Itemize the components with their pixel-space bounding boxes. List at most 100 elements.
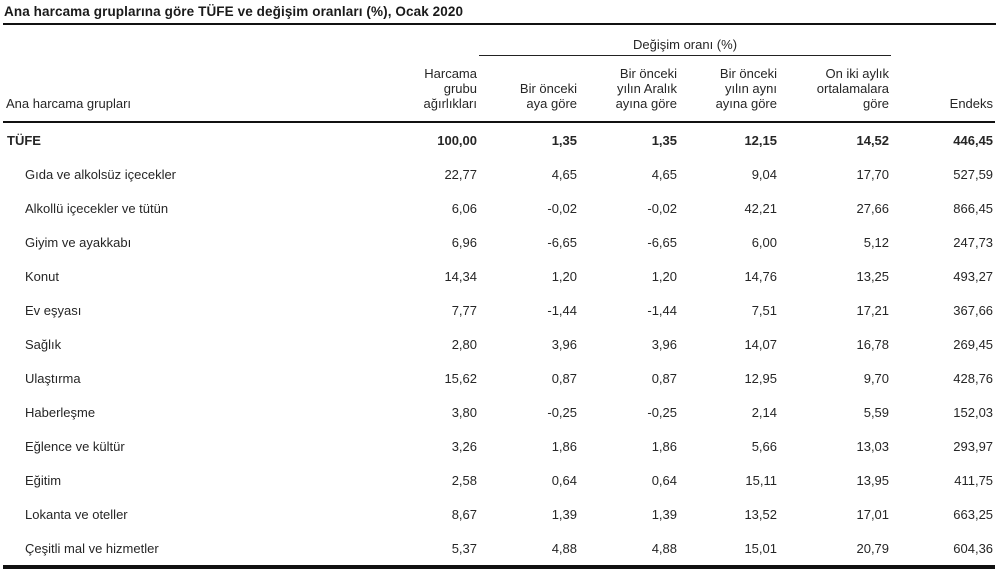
group-header-change-rate: Değişim oranı (%) <box>479 25 892 56</box>
row-label: Sağlık <box>25 336 62 352</box>
prev-december-cell: 4,88 <box>579 531 679 569</box>
twelve-month-avg-cell: 13,95 <box>856 472 890 488</box>
index-cell: 367,66 <box>953 302 994 318</box>
prev-december-cell: 4,65 <box>651 166 677 182</box>
index-cell: 293,97 <box>953 438 994 454</box>
row-label: Eğlence ve kültür <box>25 438 125 454</box>
same-month-cell: 14,76 <box>744 268 777 284</box>
same-month-cell: 12,15 <box>744 132 777 148</box>
prev-december-cell: -1,44 <box>647 302 677 318</box>
prev-december-cell: 0,64 <box>651 472 677 488</box>
row-label: Haberleşme <box>25 404 96 420</box>
index-cell: 247,73 <box>953 234 994 250</box>
table-row-tufe: TÜFE 100,00 1,35 1,35 12,15 14,52 446,45 <box>3 122 995 157</box>
twelve-month-avg-cell: 5,59 <box>863 404 890 420</box>
same-month-cell: 14,07 <box>744 336 777 352</box>
row-label: Gıda ve alkolsüz içecekler <box>25 166 177 182</box>
prev-month-cell: 4,65 <box>551 166 577 182</box>
row-label: Alkollü içecekler ve tütün <box>25 200 169 216</box>
table-row: Çeşitli mal ve hizmetler 5,37 4,88 4,88 … <box>3 531 996 569</box>
table-row: Eğlence ve kültür 3,26 1,86 1,86 5,66 13… <box>3 429 995 463</box>
prev-december-cell: -0,02 <box>647 200 677 216</box>
weight-cell: 15,62 <box>444 370 477 386</box>
row-label: TÜFE <box>7 132 41 148</box>
row-label: Giyim ve ayakkabı <box>25 234 132 250</box>
twelve-month-avg-cell: 16,78 <box>856 336 890 352</box>
prev-december-cell: 1,39 <box>651 506 677 522</box>
prev-december-cell: 3,96 <box>651 336 677 352</box>
weight-cell: 22,77 <box>444 166 477 182</box>
prev-month-cell: -0,25 <box>547 404 577 420</box>
row-label: Eğitim <box>25 472 62 488</box>
twelve-month-avg-cell: 17,01 <box>856 506 890 522</box>
row-label: Çeşitli mal ve hizmetler <box>3 531 391 569</box>
twelve-month-avg-cell: 14,52 <box>856 132 890 148</box>
prev-month-cell: -0,02 <box>547 200 577 216</box>
table-row: Eğitim 2,58 0,64 0,64 15,11 13,95 411,75 <box>3 463 995 497</box>
same-month-cell: 2,14 <box>751 404 777 420</box>
twelve-month-avg-cell: 13,03 <box>856 438 890 454</box>
table-row: Gıda ve alkolsüz içecekler 22,77 4,65 4,… <box>3 157 995 191</box>
table-row: Giyim ve ayakkabı 6,96 -6,65 -6,65 6,00 … <box>3 225 995 259</box>
weight-cell: 100,00 <box>437 132 477 148</box>
table-row: Haberleşme 3,80 -0,25 -0,25 2,14 5,59 15… <box>3 395 995 429</box>
col-header-weights: Harcama grubu ağırlıkları <box>391 55 479 123</box>
row-label: Ev eşyası <box>25 302 82 318</box>
row-label: Lokanta ve oteller <box>25 506 128 522</box>
same-month-cell: 15,01 <box>679 531 779 569</box>
index-cell: 446,45 <box>953 132 994 148</box>
index-cell: 663,25 <box>953 506 994 522</box>
col-header-twelve-month-avg: On iki aylık ortalamalara göre <box>779 55 892 123</box>
weight-cell: 2,58 <box>451 472 477 488</box>
index-cell: 493,27 <box>953 268 994 284</box>
prev-month-cell: 4,88 <box>479 531 579 569</box>
prev-december-cell: -6,65 <box>647 234 677 250</box>
weight-cell: 8,67 <box>451 506 477 522</box>
prev-month-cell: 1,20 <box>551 268 577 284</box>
index-cell: 527,59 <box>953 166 994 182</box>
prev-month-cell: -1,44 <box>547 302 577 318</box>
table-row: Konut 14,34 1,20 1,20 14,76 13,25 493,27 <box>3 259 995 293</box>
table-row: Ulaştırma 15,62 0,87 0,87 12,95 9,70 428… <box>3 361 995 395</box>
prev-month-cell: 1,35 <box>551 132 577 148</box>
index-cell: 866,45 <box>953 200 994 216</box>
same-month-cell: 42,21 <box>744 200 777 216</box>
weight-cell: 3,26 <box>451 438 477 454</box>
same-month-cell: 9,04 <box>751 166 777 182</box>
weight-cell: 2,80 <box>451 336 477 352</box>
weight-cell: 6,96 <box>451 234 477 250</box>
col-header-same-month-prev-year: Bir önceki yılın aynı ayına göre <box>679 55 779 123</box>
twelve-month-avg-cell: 5,12 <box>863 234 890 250</box>
twelve-month-avg-cell: 17,21 <box>856 302 890 318</box>
twelve-month-avg-cell: 20,79 <box>779 531 892 569</box>
weight-cell: 7,77 <box>451 302 477 318</box>
prev-month-cell: -6,65 <box>547 234 577 250</box>
prev-month-cell: 1,39 <box>551 506 577 522</box>
weight-cell: 3,80 <box>451 404 477 420</box>
weight-cell: 5,37 <box>391 531 479 569</box>
prev-december-cell: 1,35 <box>651 132 677 148</box>
table-row: Lokanta ve oteller 8,67 1,39 1,39 13,52 … <box>3 497 995 531</box>
table-row: Ev eşyası 7,77 -1,44 -1,44 7,51 17,21 36… <box>3 293 995 327</box>
index-cell: 152,03 <box>953 404 994 420</box>
same-month-cell: 13,52 <box>744 506 777 522</box>
index-cell: 269,45 <box>953 336 994 352</box>
col-header-prev-december: Bir önceki yılın Aralık ayına göre <box>579 55 679 123</box>
index-cell: 411,75 <box>954 472 994 488</box>
twelve-month-avg-cell: 27,66 <box>856 200 890 216</box>
page: Ana harcama gruplarına göre TÜFE ve deği… <box>3 4 996 569</box>
prev-month-cell: 0,64 <box>551 472 577 488</box>
row-label: Ulaştırma <box>25 370 81 386</box>
twelve-month-avg-cell: 17,70 <box>856 166 890 182</box>
twelve-month-avg-cell: 13,25 <box>856 268 890 284</box>
same-month-cell: 15,11 <box>745 472 777 488</box>
prev-month-cell: 1,86 <box>551 438 577 454</box>
same-month-cell: 12,95 <box>744 370 777 386</box>
weight-cell: 6,06 <box>451 200 477 216</box>
group-header-row: Değişim oranı (%) <box>3 25 995 56</box>
col-header-prev-month: Bir önceki aya göre <box>479 55 579 123</box>
index-cell: 604,36 <box>891 531 996 569</box>
row-label: Konut <box>25 268 59 284</box>
twelve-month-avg-cell: 9,70 <box>863 370 890 386</box>
prev-month-cell: 3,96 <box>551 336 577 352</box>
